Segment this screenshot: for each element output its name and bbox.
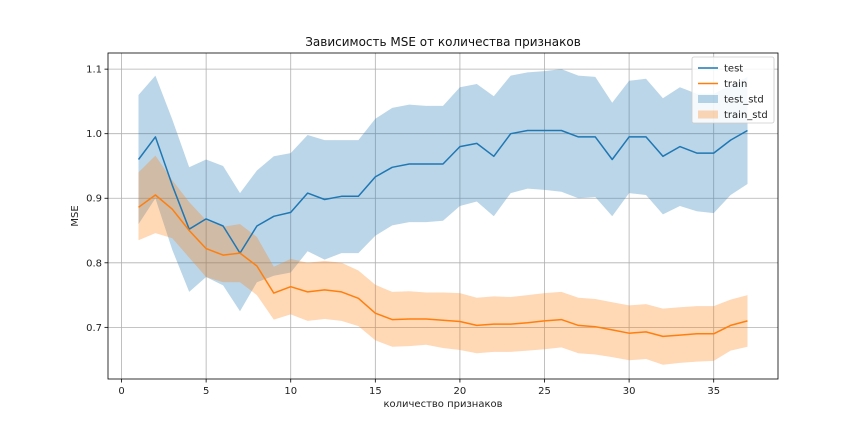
x-axis-label: количество признаков [383,399,502,410]
y-tick-label: 0.8 [86,258,102,269]
x-tick-label: 5 [203,386,209,397]
legend: test train test_std train_std [691,56,775,124]
legend-swatch-train-std [698,110,718,119]
std-bands [138,69,748,365]
series-lines [137,129,748,338]
y-tick-label: 1.0 [86,129,102,140]
x-tick-label: 10 [284,386,297,397]
legend-label-train-std: train_std [724,110,768,121]
y-axis-label: MSE [70,205,81,226]
plot-background [108,53,778,379]
x-tick-label: 20 [454,386,467,397]
legend-label-train: train [724,79,747,90]
grid [108,53,778,379]
legend-label-test: test [724,64,743,75]
plot-area [107,52,779,380]
plot-frame [107,52,779,380]
y-tick-label: 0.7 [86,323,102,334]
x-axis-ticks: 0 5 10 15 20 25 30 35 [118,379,720,397]
y-tick-label: 0.9 [86,194,102,205]
legend-box [691,56,775,124]
legend-swatch-test-std [698,95,718,103]
y-axis-ticks: 0.7 0.8 0.9 1.0 1.1 [86,65,108,334]
y-tick-label: 1.1 [86,65,102,76]
x-tick-label: 0 [118,386,124,397]
x-tick-label: 15 [369,386,382,397]
x-tick-label: 25 [538,386,551,397]
chart-title: Зависимость MSE от количества признаков [305,35,581,49]
legend-label-test-std: test_std [724,95,764,106]
x-tick-label: 30 [623,386,636,397]
x-tick-label: 35 [707,386,720,397]
band-test-std [138,69,748,312]
series-line-train [138,194,748,338]
band-train-std [138,155,748,365]
